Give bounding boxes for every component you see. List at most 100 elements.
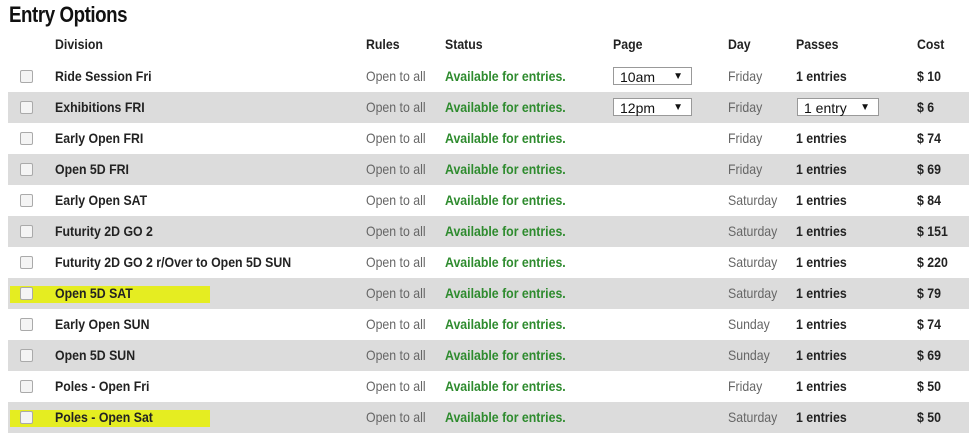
rules-text: Open to all [366, 223, 426, 239]
page-title: Entry Options [9, 2, 128, 27]
day-text: Sunday [728, 316, 770, 332]
status-text: Available for entries. [445, 161, 566, 177]
status-text: Available for entries. [445, 285, 566, 301]
day-text: Saturday [728, 223, 778, 239]
division-name: Poles - Open Sat [55, 409, 153, 425]
passes-text: 1 entries [796, 192, 847, 208]
cost-text: $ 74 [917, 316, 941, 332]
entry-checkbox[interactable] [20, 70, 33, 83]
page-select[interactable]: 10am ▼ [613, 67, 692, 85]
status-text: Available for entries. [445, 316, 566, 332]
entry-checkbox[interactable] [20, 349, 33, 362]
passes-text: 1 entries [796, 254, 847, 270]
rules-text: Open to all [366, 409, 426, 425]
table-row: Futurity 2D GO 2 Open to all Available for… [8, 216, 969, 247]
cost-text: $ 79 [917, 285, 941, 301]
entry-checkbox[interactable] [20, 380, 33, 393]
entry-checkbox[interactable] [20, 163, 33, 176]
highlight-mark [10, 410, 210, 427]
cost-text: $ 151 [917, 223, 948, 239]
passes-text: 1 entries [796, 130, 847, 146]
header-division: Division [55, 36, 103, 52]
page-select[interactable]: 12pm ▼ [613, 98, 692, 116]
entry-checkbox[interactable] [20, 132, 33, 145]
entry-checkbox[interactable] [20, 287, 33, 300]
division-name: Open 5D FRI [55, 161, 129, 177]
header-day: Day [728, 36, 751, 52]
header-status: Status [445, 36, 483, 52]
table-row: Exhibitions FRI Open to all Available for … [8, 92, 969, 123]
cost-text: $ 69 [917, 347, 941, 363]
table-row: Ride Session Fri Open to all Available for… [8, 61, 969, 92]
entry-checkbox[interactable] [20, 225, 33, 238]
entry-checkbox[interactable] [20, 411, 33, 424]
status-text: Available for entries. [445, 130, 566, 146]
division-name: Futurity 2D GO 2 [55, 223, 153, 239]
entry-checkbox[interactable] [20, 194, 33, 207]
status-text: Available for entries. [445, 347, 566, 363]
highlight-mark [10, 286, 210, 303]
entry-checkbox[interactable] [20, 318, 33, 331]
division-name: Exhibitions FRI [55, 99, 145, 115]
division-name: Early Open FRI [55, 130, 144, 146]
passes-select[interactable]: 1 entry ▼ [797, 98, 879, 116]
division-name: Ride Session Fri [55, 68, 152, 84]
day-text: Friday [728, 99, 763, 115]
rules-text: Open to all [366, 378, 426, 394]
division-name: Poles - Open Fri [55, 378, 150, 394]
cost-text: $ 50 [917, 378, 941, 394]
table-row: Early Open SAT Open to all Available for e… [8, 185, 969, 216]
cost-text: $ 84 [917, 192, 941, 208]
passes-text: 1 entries [796, 378, 847, 394]
page-select-value: 12pm [620, 100, 656, 116]
day-text: Saturday [728, 192, 778, 208]
rules-text: Open to all [366, 316, 426, 332]
division-name: Early Open SUN [55, 316, 150, 332]
day-text: Saturday [728, 254, 778, 270]
cost-text: $ 69 [917, 161, 941, 177]
day-text: Friday [728, 161, 763, 177]
cost-text: $ 74 [917, 130, 941, 146]
table-row: Open 5D SAT Open to all Available for entr… [8, 278, 969, 309]
table-row: Early Open SUN Open to all Available for e… [8, 309, 969, 340]
header-passes: Passes [796, 36, 839, 52]
passes-text: 1 entries [796, 409, 847, 425]
table-row: Poles - Open Sat Open to all Available for… [8, 402, 969, 433]
passes-text: 1 entries [796, 68, 847, 84]
division-name: Early Open SAT [55, 192, 148, 208]
header-rules: Rules [366, 36, 400, 52]
cost-text: $ 10 [917, 68, 941, 84]
status-text: Available for entries. [445, 409, 566, 425]
dropdown-arrow-icon: ▼ [860, 102, 870, 113]
status-text: Available for entries. [445, 223, 566, 239]
table-row: Futurity 2D GO 2 r/Over to Open 5D SUN Op… [8, 247, 969, 278]
dropdown-arrow-icon: ▼ [673, 71, 683, 82]
table-row: Early Open FRI Open to all Available for e… [8, 123, 969, 154]
rules-text: Open to all [366, 130, 426, 146]
status-text: Available for entries. [445, 192, 566, 208]
passes-text: 1 entries [796, 347, 847, 363]
table-row: Open 5D FRI Open to all Available for entr… [8, 154, 969, 185]
division-name: Open 5D SAT [55, 285, 133, 301]
dropdown-arrow-icon: ▼ [673, 102, 683, 113]
cost-text: $ 220 [917, 254, 948, 270]
day-text: Sunday [728, 347, 770, 363]
rules-text: Open to all [366, 99, 426, 115]
table-row: Open 5D SUN Open to all Available for entr… [8, 340, 969, 371]
header-page: Page [613, 36, 643, 52]
passes-text: 1 entries [796, 285, 847, 301]
day-text: Friday [728, 130, 763, 146]
entry-checkbox[interactable] [20, 101, 33, 114]
entry-checkbox[interactable] [20, 256, 33, 269]
rules-text: Open to all [366, 161, 426, 177]
rules-text: Open to all [366, 254, 426, 270]
passes-text: 1 entries [796, 223, 847, 239]
status-text: Available for entries. [445, 254, 566, 270]
status-text: Available for entries. [445, 68, 566, 84]
day-text: Saturday [728, 409, 778, 425]
rules-text: Open to all [366, 192, 426, 208]
cost-text: $ 50 [917, 409, 941, 425]
day-text: Saturday [728, 285, 778, 301]
header-cost: Cost [917, 36, 945, 52]
page-select-value: 10am [620, 69, 656, 85]
